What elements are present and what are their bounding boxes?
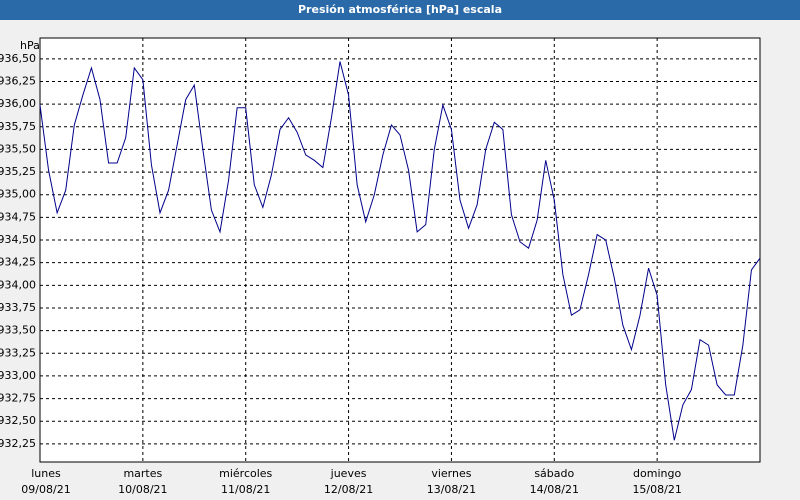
chart: hPa 932,25 932,50 932,75 933,00 933,25 933,50… [0,37,761,496]
y-tick-label: 932,25 [0,437,36,450]
y-tick-label: 934,00 [0,278,36,291]
x-tick-label: viernes [431,467,471,480]
line [39,61,761,441]
y-tick-label: 932,50 [0,414,36,427]
x-tick-date: 09/08/21 [21,483,70,496]
x-tick-label: martes [123,467,162,480]
x-tick-date: 15/08/21 [632,483,681,496]
x-tick-label: sábado [534,467,574,480]
x-tick-date: 12/08/21 [324,483,373,496]
x-tick-date: 13/08/21 [427,483,476,496]
y-tick-label: 935,25 [0,165,36,178]
y-tick-label: 933,25 [0,346,36,359]
x-tick-date: 14/08/21 [530,483,579,496]
y-unit: hPa [20,39,40,52]
x-tick-label: domingo [633,467,681,480]
y-tick-label: 936,25 [0,74,36,87]
y-tick-label: 933,00 [0,369,36,382]
y-tick-label: 935,75 [0,120,36,133]
y-tick-label: 935,00 [0,188,36,201]
title-bar: Presión atmosférica [hPa] escala [0,0,800,20]
y-tick-label: 934,50 [0,233,36,246]
y-tick-label: 933,75 [0,301,36,314]
x-tick-label: jueves [330,467,367,480]
y-tick-label: 935,50 [0,142,36,155]
y-tick-label: 933,50 [0,324,36,337]
x-tick-label: lunes [31,467,61,480]
y-tick-label: 936,50 [0,52,36,65]
plot-area [39,37,761,463]
y-tick-label: 936,00 [0,97,36,110]
y-tick-label: 934,75 [0,210,36,223]
x-tick-label: miércoles [219,467,272,480]
y-tick-label: 934,25 [0,256,36,269]
x-tick-date: 10/08/21 [118,483,167,496]
y-tick-label: 932,75 [0,392,36,405]
x-tick-date: 11/08/21 [221,483,270,496]
